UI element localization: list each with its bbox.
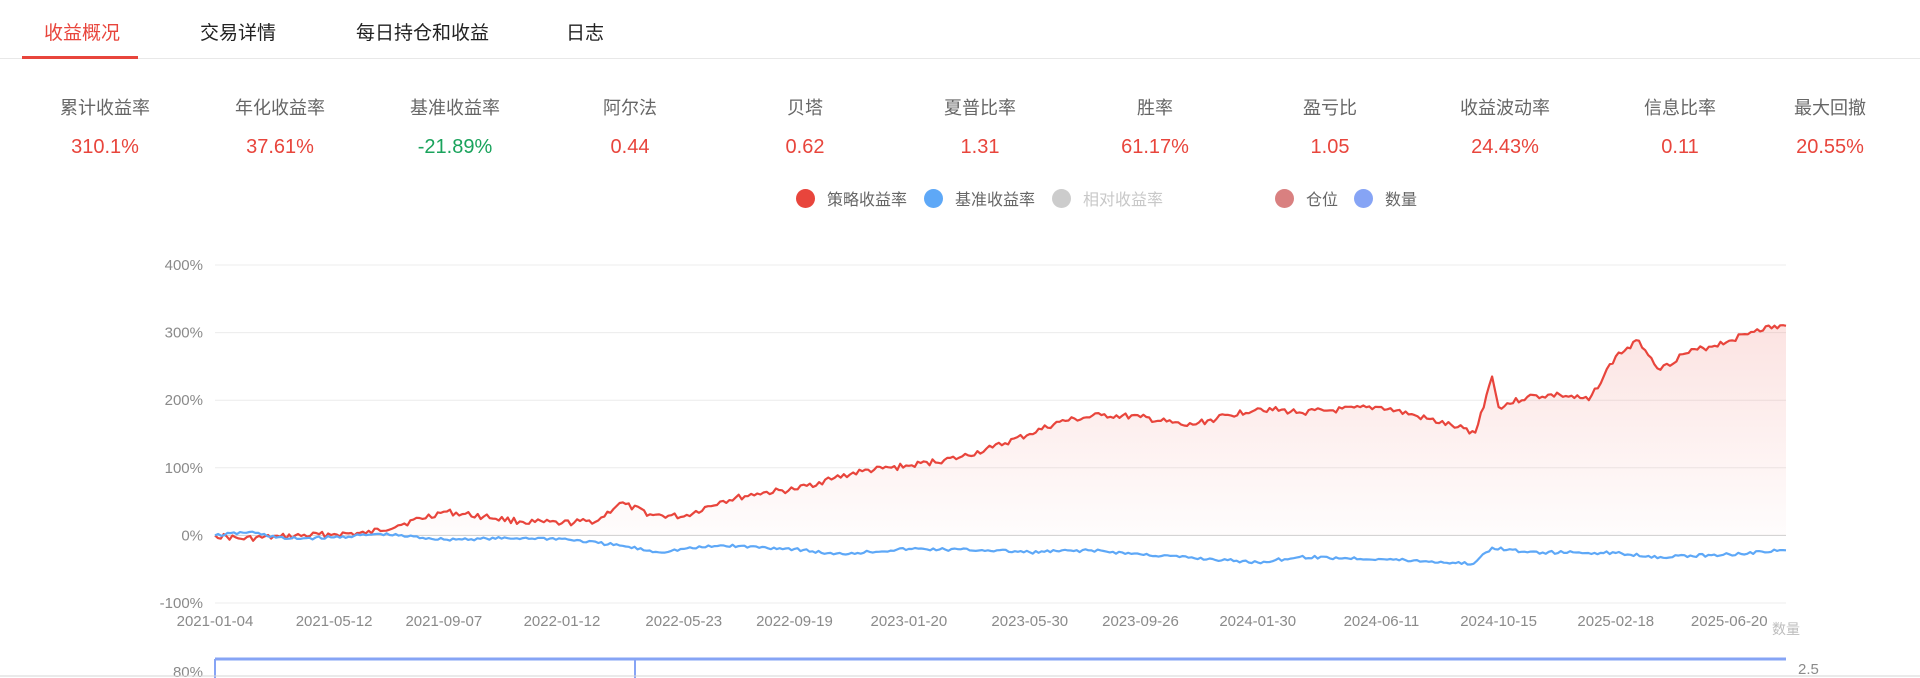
x-tick-label: 2021-05-12 [296,613,373,630]
metric-value: 24.43% [1471,136,1539,158]
x-tick-label: 2022-09-19 [756,613,833,630]
tab-overview[interactable]: 收益概况 [44,23,121,44]
x-tick-label: 2023-09-26 [1102,613,1179,630]
legend-dot-icon [1275,188,1294,208]
metric-value: 0.44 [610,136,650,158]
x-tick-label: 2024-10-15 [1460,613,1537,630]
x-tick-label: 2023-05-30 [991,613,1068,630]
y-tick-label: 0% [181,527,203,544]
tab-bar: 收益概况 交易详情 每日持仓和收益 日志 [0,0,1920,59]
metric-label: 贝塔 [787,98,823,118]
x-tick-label: 2023-01-20 [871,613,948,630]
legend-label: 策略收益率 [827,192,908,209]
legend-label: 数量 [1385,192,1418,209]
metric-profit-loss-ratio: 盈亏比 1.05 [1245,94,1415,159]
metric-value: 61.17% [1121,136,1189,158]
metric-label: 盈亏比 [1303,98,1357,118]
chart-legend: 策略收益率 基准收益率 相对收益率 仓位 数量 [0,186,1920,212]
legend-label: 基准收益率 [955,192,1036,209]
x-tick-label: 2024-06-11 [1344,613,1420,630]
legend-dot-icon [924,188,943,208]
metric-label: 夏普比率 [944,98,1016,118]
metric-win-rate: 胜率 61.17% [1070,94,1240,159]
metric-label: 最大回撤 [1794,98,1866,118]
metric-volatility: 收益波动率 24.43% [1420,94,1590,159]
metric-annual-return: 年化收益率 37.61% [195,94,365,159]
metric-label: 阿尔法 [603,98,657,118]
chart-series [214,324,1787,566]
metric-alpha: 阿尔法 0.44 [545,94,715,159]
legend-dot-icon [796,188,815,208]
legend-label: 相对收益率 [1083,192,1164,209]
metric-label: 信息比率 [1644,98,1716,118]
legend-dot-icon [1052,188,1071,208]
metric-value: 20.55% [1796,136,1864,158]
x-tick-label: 2022-05-23 [645,613,722,630]
metric-max-drawdown: 最大回撤 20.55% [1745,94,1915,159]
tab-daily-holdings[interactable]: 每日持仓和收益 [356,23,490,44]
tab-log[interactable]: 日志 [566,23,605,44]
legend-item-strategy-return[interactable]: 策略收益率 [796,186,907,210]
metric-information-ratio: 信息比率 0.11 [1595,94,1765,159]
x-tick-label: 2024-01-30 [1219,613,1296,630]
secondary-axis-name: 数量 [1772,621,1800,637]
metric-benchmark-return: 基准收益率 -21.89% [370,94,540,159]
legend-item-position[interactable]: 仓位 [1275,186,1338,210]
x-tick-label: 2025-02-18 [1577,613,1654,630]
metric-label: 基准收益率 [410,98,500,118]
chart-extras: 数量 80% 2.5 [0,621,1920,678]
strategy-area [215,325,1786,541]
metric-label: 胜率 [1137,98,1173,118]
metric-value: 0.11 [1661,136,1699,158]
metric-label: 收益波动率 [1460,98,1550,118]
x-tick-label: 2021-09-07 [405,613,482,630]
metric-label: 年化收益率 [235,98,325,118]
legend-dot-icon [1354,188,1373,208]
x-tick-label: 2022-01-12 [524,613,601,630]
x-axis: 2021-01-04 2021-05-12 2021-09-07 2022-01-12… [177,613,1768,630]
y-tick-label: 300% [165,325,203,342]
y-tick-label: 400% [165,257,203,274]
metric-cumulative-return: 累计收益率 310.1% [20,94,190,159]
metric-value: 1.05 [1310,136,1350,158]
y-axis: 400% 300% 200% 100% 0% -100% [160,257,203,612]
metric-beta: 贝塔 0.62 [720,94,890,159]
metric-value: 37.61% [246,136,314,158]
tab-trade-details[interactable]: 交易详情 [200,23,277,44]
y-tick-label: 100% [165,460,203,477]
metric-value: 1.31 [960,136,1000,158]
legend-item-relative-return[interactable]: 相对收益率 [1052,186,1163,210]
strategy-return-line [214,324,1787,542]
metric-value: 310.1% [71,136,139,158]
active-tab-indicator [22,56,138,59]
legend-item-benchmark-return[interactable]: 基准收益率 [924,186,1035,210]
metric-label: 累计收益率 [60,98,150,118]
metric-sharpe-ratio: 夏普比率 1.31 [895,94,1065,159]
metric-value: -21.89% [417,136,493,158]
metric-value: 0.62 [785,136,825,158]
x-tick-label: 2025-06-20 [1691,613,1768,630]
x-tick-label: 2021-01-04 [177,613,254,630]
benchmark-return-line [214,530,1787,566]
y-tick-label: -100% [160,595,203,612]
legend-label: 仓位 [1306,192,1339,209]
legend-item-quantity[interactable]: 数量 [1354,186,1417,210]
y-tick-label: 200% [165,392,203,409]
secondary-axis-tick: 2.5 [1798,661,1819,678]
lower-axis-tick: 80% [173,664,203,678]
